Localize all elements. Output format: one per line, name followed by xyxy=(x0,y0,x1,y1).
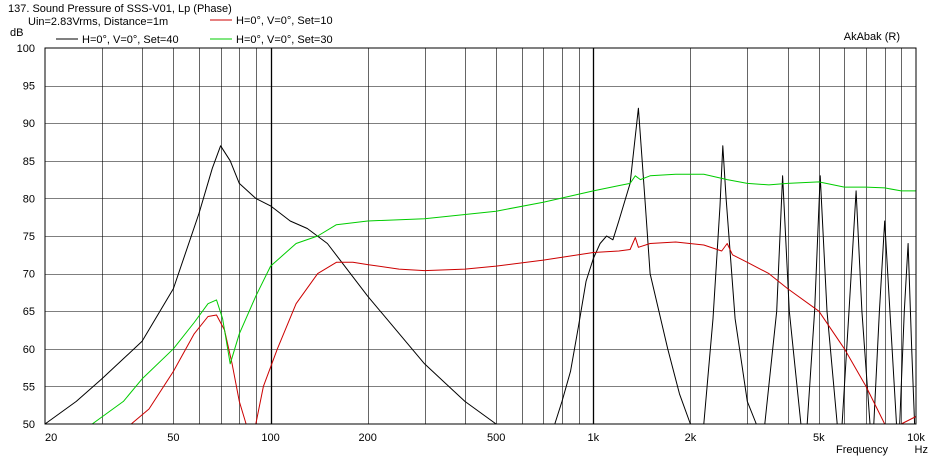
y-tick-label: 55 xyxy=(23,381,35,393)
x-tick-label: 5k xyxy=(813,432,825,444)
series-lines xyxy=(44,107,917,425)
series-line-set30 xyxy=(91,173,916,425)
legend: H=0°, V=0°, Set=10 H=0°, V=0°, Set=40 H=… xyxy=(56,15,333,46)
x-axis-label: Frequency xyxy=(836,444,888,456)
chart-title: 137. Sound Pressure of SSS-V01, Lp (Phas… xyxy=(8,3,232,15)
y-tick-labels: 50 55 60 65 70 75 80 85 90 95 100 xyxy=(17,43,35,431)
y-tick-label: 100 xyxy=(17,43,35,55)
legend-label-set30: H=0°, V=0°, Set=30 xyxy=(236,34,333,46)
legend-label-set10: H=0°, V=0°, Set=10 xyxy=(236,15,333,27)
chart-subtitle: Uin=2.83Vrms, Distance=1m xyxy=(28,16,168,28)
series-line-set40 xyxy=(44,107,916,425)
y-tick-label: 60 xyxy=(23,344,35,356)
x-tick-label: 2k xyxy=(685,432,697,444)
y-tick-label: 65 xyxy=(23,306,35,318)
x-tick-label: 50 xyxy=(167,432,179,444)
x-tick-label: 1k xyxy=(587,432,599,444)
series-line-set10 xyxy=(130,237,917,425)
x-tick-label: 100 xyxy=(261,432,279,444)
x-axis-unit: Hz xyxy=(915,444,928,456)
grid xyxy=(45,48,916,424)
y-axis-label: dB xyxy=(10,27,23,39)
watermark: AkAbak (R) xyxy=(844,31,900,43)
y-tick-label: 95 xyxy=(23,81,35,93)
y-tick-label: 75 xyxy=(23,231,35,243)
y-tick-label: 50 xyxy=(23,419,35,431)
plot-frame xyxy=(44,47,917,425)
x-tick-label: 10k xyxy=(907,432,925,444)
x-tick-label: 20 xyxy=(45,432,57,444)
y-tick-label: 90 xyxy=(23,118,35,130)
x-tick-labels: 20 50 100 200 500 1k 2k 5k 10k xyxy=(45,432,925,444)
x-tick-label: 200 xyxy=(359,432,377,444)
legend-label-set40: H=0°, V=0°, Set=40 xyxy=(82,34,179,46)
x-tick-label: 500 xyxy=(487,432,505,444)
y-tick-label: 85 xyxy=(23,156,35,168)
y-tick-label: 70 xyxy=(23,269,35,281)
y-tick-label: 80 xyxy=(23,193,35,205)
